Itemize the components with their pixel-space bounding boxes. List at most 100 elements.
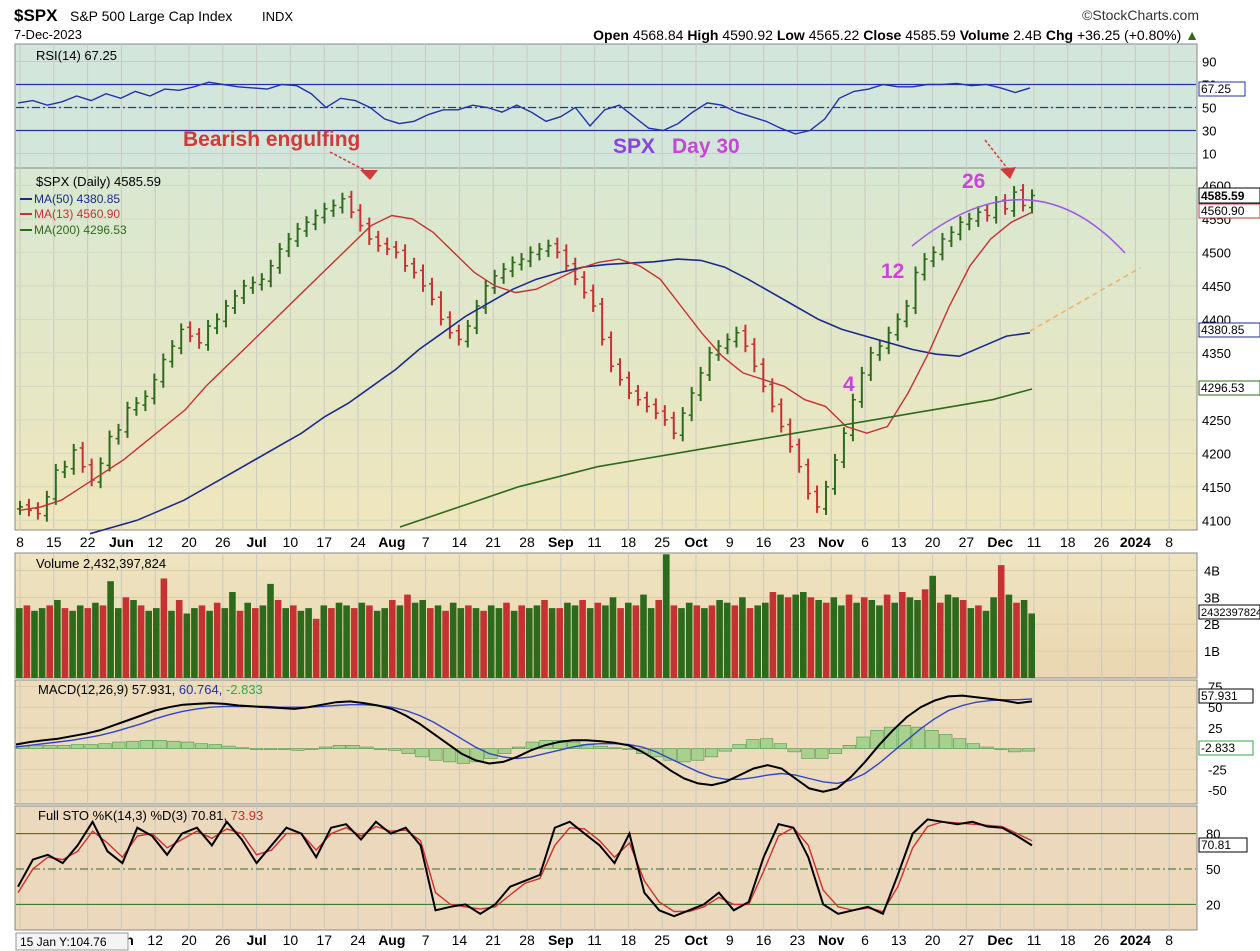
macd-histogram-bar: [663, 748, 677, 761]
price-panel-bg: [14, 167, 1198, 531]
close-tag: 4585.59: [1201, 189, 1245, 203]
volume-bar: [990, 597, 997, 678]
volume-bar: [335, 602, 343, 678]
macd-hist-tag: -2.833: [1201, 741, 1235, 755]
macd-histogram-bar: [415, 748, 429, 758]
macd-histogram-bar: [842, 745, 856, 749]
price-legend-main: $SPX (Daily) 4585.59: [36, 174, 161, 189]
price-y-tick: 4450: [1202, 279, 1231, 294]
annotation-count-26: 26: [962, 170, 985, 193]
volume-bar: [876, 605, 883, 678]
volume-bar: [739, 597, 746, 678]
volume-bar: [754, 605, 761, 678]
macd-histogram-bar: [925, 730, 939, 749]
macd-histogram-bar: [291, 748, 305, 751]
volume-bar: [76, 605, 84, 678]
volume-bar: [617, 608, 624, 678]
volume-bar: [1028, 613, 1035, 678]
macd-histogram-bar: [250, 748, 264, 750]
volume-bar: [282, 608, 289, 678]
volume-bar: [746, 608, 754, 678]
x-tick-label: 17: [316, 534, 332, 550]
volume-bar: [784, 597, 792, 678]
macd-histogram-bar: [181, 741, 195, 749]
macd-histogram-bar: [443, 748, 457, 763]
rsi-panel: [16, 81, 1196, 135]
x-tick-label-bottom: 17: [316, 932, 332, 948]
low-value: 4565.22: [809, 27, 860, 43]
volume-bar: [1005, 594, 1013, 678]
macd-histogram-bar: [884, 726, 898, 749]
volume-bar: [891, 602, 898, 678]
volume-bar: [274, 600, 282, 678]
volume-bar: [967, 608, 975, 678]
macd-histogram-bar: [70, 744, 84, 749]
brand-watermark: ©StockCharts.com: [1082, 7, 1199, 23]
macd-histogram-bar: [263, 748, 277, 750]
rsi-y-tick: 90: [1202, 55, 1216, 70]
volume-bar: [952, 597, 959, 678]
volume-bar: [312, 618, 320, 678]
x-tick-label: 20: [181, 534, 197, 550]
price-y-tick: 4150: [1202, 480, 1231, 495]
volume-bar: [526, 608, 533, 678]
volume-bar: [198, 605, 206, 678]
volume-y-tick: 1B: [1204, 644, 1220, 659]
sto-panel: [16, 818, 1196, 918]
volume-value: 2.4B: [1013, 27, 1042, 43]
macd-histogram-bar: [553, 740, 567, 749]
volume-bar: [708, 605, 716, 678]
volume-bar: [594, 602, 602, 678]
price-legend: $SPX (Daily) 4585.59 MA(50) 4380.85 MA(1…: [20, 174, 161, 237]
ma50-line: [89, 258, 1031, 535]
volume-bar: [701, 608, 708, 678]
macd-histogram-bar: [222, 745, 236, 749]
macd-histogram-bar: [1021, 748, 1036, 752]
macd-y-tick: -50: [1208, 783, 1227, 798]
volume-bar: [914, 600, 921, 678]
volume-bar: [145, 610, 152, 678]
volume-bar: [1020, 600, 1028, 678]
cursor-readout: 15 Jan Y:104.76: [20, 935, 107, 949]
macd-histogram-bar: [43, 745, 57, 749]
x-tick-label-bottom: 16: [756, 932, 772, 948]
macd-histogram-bar: [870, 730, 884, 749]
price-y-tick: 4500: [1202, 245, 1231, 260]
volume-bar: [685, 602, 693, 678]
macd-y-tick: -25: [1208, 762, 1227, 777]
rsi-y-tick: 10: [1202, 147, 1216, 162]
macd-histogram-bar: [277, 748, 291, 750]
chg-label: Chg: [1046, 27, 1073, 43]
annotation-arrow-top: [1000, 167, 1016, 179]
x-tick-label-bottom: 26: [1094, 932, 1110, 948]
macd-histogram-bar: [112, 741, 126, 749]
volume-bar: [99, 605, 107, 678]
volume-bar: [495, 608, 503, 678]
x-tick-label: 10: [283, 534, 299, 550]
macd-histogram-bar: [732, 744, 746, 749]
volume-bar: [906, 597, 914, 678]
annotation-arrow-bearish: [360, 170, 378, 180]
x-tick-label: 13: [891, 534, 907, 550]
chart-exchange: INDX: [262, 9, 293, 24]
macd-histogram-bar: [29, 745, 43, 749]
close-label: Close: [863, 27, 901, 43]
volume-bar: [548, 608, 556, 678]
macd-histogram-bar: [718, 748, 732, 752]
volume-bar: [411, 602, 419, 678]
ma13-tag: 4560.90: [1201, 204, 1245, 218]
volume-panel: [16, 554, 1035, 678]
volume-bar: [731, 605, 739, 678]
macd-histogram-bar: [236, 747, 250, 750]
volume-bar: [213, 602, 221, 678]
macd-histogram-bar: [760, 738, 774, 749]
open-value: 4568.84: [633, 27, 684, 43]
annotation-bearish-engulfing: Bearish engulfing: [183, 128, 360, 151]
quote-line: Open 4568.84 High 4590.92 Low 4565.22 Cl…: [593, 27, 1199, 43]
volume-bar: [762, 602, 769, 678]
legend-ma13: MA(13) 4560.90: [34, 207, 120, 221]
x-tick-label: Sep: [548, 534, 574, 550]
volume-bar: [845, 594, 853, 678]
volume-bar: [297, 610, 305, 678]
